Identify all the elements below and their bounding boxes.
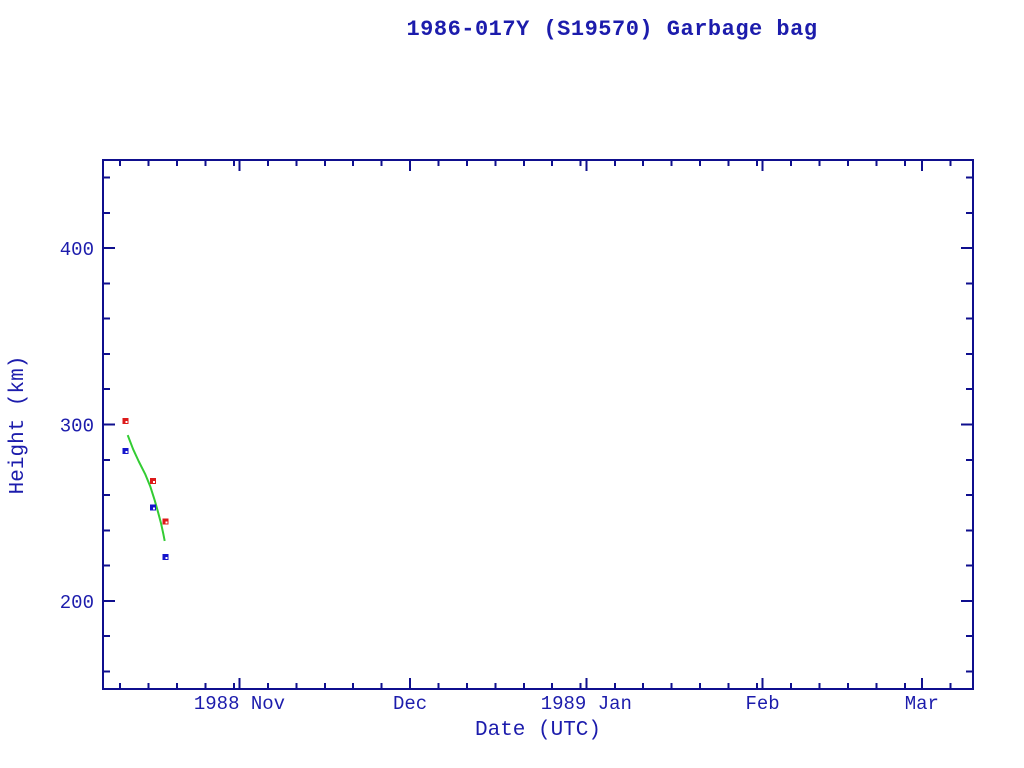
x-tick-label: 1989 Jan bbox=[541, 693, 632, 715]
chart-title: 1986-017Y (S19570) Garbage bag bbox=[406, 17, 818, 42]
x-axis-title: Date (UTC) bbox=[474, 719, 602, 742]
perigee-marker-notch bbox=[153, 507, 156, 510]
apogee-marker bbox=[122, 417, 129, 424]
x-tick-label: Mar bbox=[905, 693, 939, 715]
y-tick-label: 300 bbox=[60, 416, 94, 438]
perigee-marker bbox=[122, 447, 129, 454]
perigee-marker-notch bbox=[165, 556, 168, 559]
y-tick-label: 400 bbox=[60, 239, 94, 261]
plot-frame bbox=[102, 159, 974, 690]
fit-line bbox=[126, 434, 166, 542]
perigee-marker-notch bbox=[125, 450, 128, 453]
y-tick-label: 200 bbox=[60, 592, 94, 614]
x-tick-label: Dec bbox=[393, 693, 427, 715]
x-tick-label: Feb bbox=[745, 693, 779, 715]
apogee-marker-notch bbox=[125, 420, 128, 423]
apogee-marker-notch bbox=[153, 480, 156, 483]
apogee-marker-notch bbox=[165, 521, 168, 524]
x-tick-label: 1988 Nov bbox=[194, 693, 285, 715]
